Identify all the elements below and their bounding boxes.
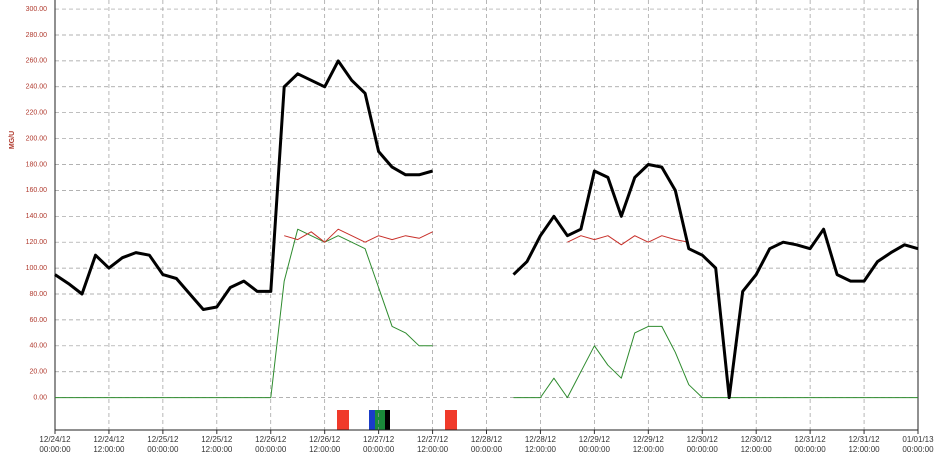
- x-tick-label: 12/29/12 12:00:00: [633, 435, 665, 454]
- y-tick-label: 300.00: [26, 6, 48, 13]
- event-marker: [369, 410, 375, 430]
- y-tick-label: 140.00: [26, 213, 48, 220]
- x-tick-label: 01/01/13 00:00:00: [902, 435, 934, 454]
- data-line: [54, 59, 919, 400]
- x-tick-label: 12/29/12 00:00:00: [579, 435, 611, 454]
- x-tick-label: 12/27/12 12:00:00: [417, 435, 449, 454]
- event-marker: [337, 410, 349, 430]
- x-tick-label: 12/25/12 00:00:00: [147, 435, 179, 454]
- y-tick-label: 100.00: [26, 265, 48, 272]
- y-tick-label: 20.00: [29, 369, 47, 376]
- y-tick-label: 60.00: [29, 317, 47, 324]
- y-tick-label: 160.00: [26, 187, 48, 194]
- y-tick-label: 200.00: [26, 135, 48, 142]
- event-marker: [445, 410, 457, 430]
- y-axis-label: MG/U: [9, 131, 16, 149]
- y-tick-label: 280.00: [26, 32, 48, 39]
- x-tick-label: 12/26/12 00:00:00: [255, 435, 287, 454]
- x-tick-label: 12/28/12 00:00:00: [471, 435, 503, 454]
- x-tick-label: 12/26/12 12:00:00: [309, 435, 341, 454]
- x-tick-label: 12/24/12 12:00:00: [93, 435, 125, 454]
- x-tick-label: 12/31/12 12:00:00: [848, 435, 880, 454]
- data-line: [284, 228, 689, 246]
- y-tick-label: 120.00: [26, 239, 48, 246]
- y-tick-label: 240.00: [26, 84, 48, 91]
- x-tick-label: 12/27/12 00:00:00: [363, 435, 395, 454]
- event-marker: [385, 410, 390, 430]
- y-tick-label: 40.00: [29, 343, 47, 350]
- x-tick-label: 12/24/12 00:00:00: [39, 435, 71, 454]
- y-tick-label: 180.00: [26, 161, 48, 168]
- x-tick-label: 12/28/12 12:00:00: [525, 435, 557, 454]
- event-marker: [375, 410, 385, 430]
- y-tick-label: 80.00: [29, 291, 47, 298]
- y-tick-label: 0.00: [33, 394, 47, 401]
- y-tick-label: 260.00: [26, 58, 48, 65]
- x-tick-label: 12/25/12 12:00:00: [201, 435, 233, 454]
- event-markers: [337, 410, 457, 430]
- data-line: [55, 228, 918, 399]
- x-tick-label: 12/30/12 00:00:00: [687, 435, 719, 454]
- y-tick-label: 220.00: [26, 110, 48, 117]
- x-tick-label: 12/31/12 00:00:00: [795, 435, 827, 454]
- x-tick-label: 12/30/12 12:00:00: [741, 435, 773, 454]
